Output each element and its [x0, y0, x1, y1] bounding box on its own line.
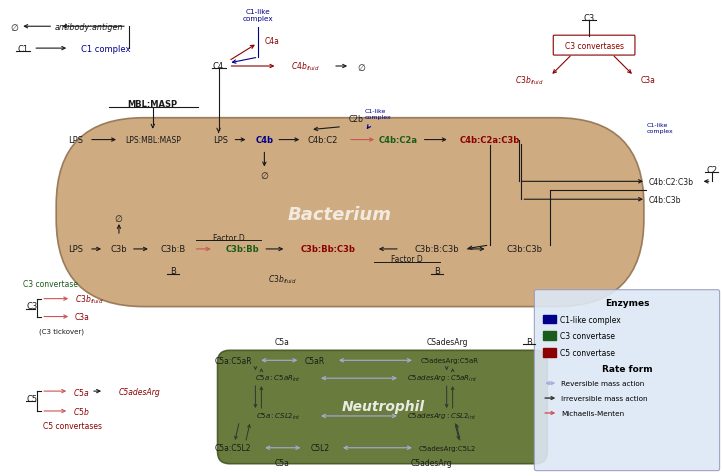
Text: C5 convertase: C5 convertase [560, 348, 615, 357]
FancyBboxPatch shape [56, 119, 644, 307]
Text: (C3 tickover): (C3 tickover) [39, 327, 85, 334]
Text: LPS:MBL:MASP: LPS:MBL:MASP [125, 136, 181, 145]
Text: $C5adesArg:C5aR_{int}$: $C5adesArg:C5aR_{int}$ [406, 373, 476, 384]
Text: C4b:C3b: C4b:C3b [649, 195, 681, 204]
Text: C3b:B: C3b:B [160, 245, 185, 254]
Text: $C3b_{fluid}$: $C3b_{fluid}$ [515, 75, 543, 87]
Text: C4b:C2: C4b:C2 [308, 136, 338, 145]
Text: LPS: LPS [69, 245, 84, 254]
Text: $\emptyset$: $\emptyset$ [9, 22, 19, 33]
Text: C5L2: C5L2 [311, 443, 330, 452]
Text: C3a: C3a [641, 76, 656, 85]
Text: C1: C1 [18, 45, 29, 53]
FancyBboxPatch shape [218, 351, 547, 464]
Text: C1-like complex: C1-like complex [560, 315, 621, 324]
Text: MBL:MASP: MBL:MASP [128, 100, 178, 109]
Text: C3: C3 [26, 301, 38, 310]
Text: Factor D: Factor D [213, 233, 244, 242]
Text: C4a: C4a [265, 37, 279, 46]
Text: $\emptyset$: $\emptyset$ [114, 212, 124, 223]
Text: C5: C5 [26, 394, 38, 403]
Text: C5a:C5L2: C5a:C5L2 [214, 443, 251, 452]
Text: C4: C4 [213, 61, 224, 70]
Text: $C5a$: $C5a$ [73, 386, 90, 397]
Text: $\emptyset$: $\emptyset$ [357, 61, 367, 72]
Text: C3b:C3b: C3b:C3b [506, 245, 542, 254]
Text: C5a:C5aR: C5a:C5aR [215, 356, 252, 365]
Text: C5adesArg: C5adesArg [119, 387, 161, 396]
Text: LPS: LPS [69, 136, 84, 145]
Text: Bacterium: Bacterium [288, 206, 392, 224]
Text: Rate form: Rate form [602, 364, 652, 373]
Text: C3 convertases: C3 convertases [565, 41, 624, 50]
Text: antibody:antigen: antibody:antigen [55, 23, 124, 32]
Text: C1 complex: C1 complex [81, 45, 131, 53]
Text: C4b:C2a: C4b:C2a [378, 136, 417, 145]
Text: C5a: C5a [275, 337, 290, 346]
Text: $C5adesArg:CSL2_{int}$: $C5adesArg:CSL2_{int}$ [407, 411, 476, 421]
Text: $C3b_{fluid}$: $C3b_{fluid}$ [268, 273, 296, 286]
FancyBboxPatch shape [534, 290, 719, 471]
Text: $C5a:C5aR_{int}$: $C5a:C5aR_{int}$ [255, 373, 301, 384]
Text: Factor D: Factor D [391, 255, 423, 264]
Text: C3 convertase: C3 convertase [560, 332, 615, 341]
Bar [543, 348, 556, 357]
Text: $C3b_{fluid}$: $C3b_{fluid}$ [75, 293, 104, 305]
Text: B: B [526, 337, 532, 346]
Text: Neutrophil: Neutrophil [341, 399, 424, 413]
Text: C5adesArg:C5L2: C5adesArg:C5L2 [419, 445, 476, 451]
Text: LPS: LPS [213, 136, 228, 145]
Text: C3: C3 [583, 14, 595, 23]
Text: C4b:C2a:C3b: C4b:C2a:C3b [459, 136, 520, 145]
Text: C3b:B:C3b: C3b:B:C3b [414, 245, 459, 254]
Text: B: B [434, 267, 440, 276]
Text: C1-like
complex: C1-like complex [647, 123, 674, 134]
Text: C5adesArg:C5aR: C5adesArg:C5aR [421, 357, 479, 364]
Text: Michaelis-Menten: Michaelis-Menten [561, 410, 625, 416]
Text: Irreversible mass action: Irreversible mass action [561, 395, 648, 401]
Text: C5aR: C5aR [305, 356, 325, 365]
Text: CSadesArg: CSadesArg [427, 337, 469, 346]
Text: C5a: C5a [275, 458, 290, 467]
Text: B: B [170, 267, 176, 276]
Text: Reversible mass action: Reversible mass action [561, 380, 644, 387]
Text: C2b: C2b [348, 115, 364, 124]
Text: C3b:Bb:C3b: C3b:Bb:C3b [301, 245, 356, 254]
Text: C5adesArg: C5adesArg [411, 458, 453, 467]
Text: Enzymes: Enzymes [604, 298, 649, 307]
Text: C4b:C2:C3b: C4b:C2:C3b [649, 178, 694, 187]
Text: C3a: C3a [75, 312, 90, 321]
Text: C2: C2 [706, 166, 717, 175]
Text: C3b: C3b [111, 245, 127, 254]
Text: $C5b$: $C5b$ [73, 406, 90, 416]
Text: C5 convertases: C5 convertases [43, 422, 102, 430]
Text: $C5a:CSL2_{int}$: $C5a:CSL2_{int}$ [256, 411, 301, 421]
Text: C3 convertase: C3 convertase [23, 279, 78, 288]
Text: $C4b_{fluid}$: $C4b_{fluid}$ [291, 60, 320, 73]
Text: C3b:Bb: C3b:Bb [226, 245, 260, 254]
Text: C4b: C4b [255, 136, 273, 145]
Bar [543, 332, 556, 341]
Text: $\emptyset$: $\emptyset$ [260, 169, 269, 180]
Bar [543, 315, 556, 324]
Text: C1-like
complex: C1-like complex [365, 109, 392, 120]
Text: C1-like
complex: C1-like complex [243, 9, 274, 22]
